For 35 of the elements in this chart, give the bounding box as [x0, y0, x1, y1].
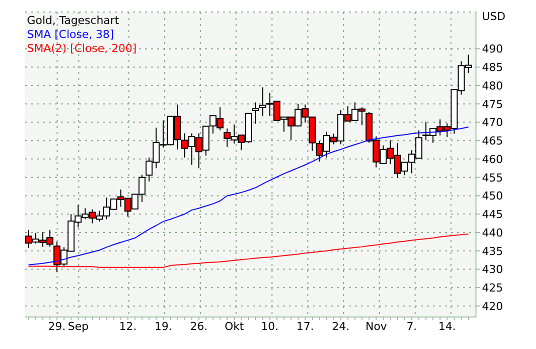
y-axis-title: USD	[482, 10, 506, 23]
x-tick-label: 12.	[119, 320, 137, 333]
x-tick-label: 19.	[154, 320, 172, 333]
y-tick-label: 455	[482, 171, 503, 184]
y-tick-label: 470	[482, 116, 503, 130]
x-tick-label: 24.	[332, 320, 350, 333]
x-tick-label: 29.	[48, 320, 66, 333]
x-tick-label: Nov	[365, 320, 388, 333]
y-tick-label: 420	[482, 300, 503, 313]
x-tick-label: 26.	[190, 320, 208, 333]
y-tick-label: 485	[482, 61, 503, 74]
x-tick-label: 10.	[261, 320, 279, 333]
y-tick-label: 475	[482, 98, 503, 111]
y-tick-label: 435	[482, 244, 503, 258]
text: SMA(2) [Close, 200]	[27, 42, 137, 56]
chart-title: Gold, Tageschart	[27, 14, 120, 28]
x-tick-label: 14.	[438, 320, 456, 333]
y-tick-label: 465	[482, 134, 503, 148]
y-tick-label: 490	[482, 42, 503, 56]
line-series	[28, 233, 469, 268]
x-tick-label: Okt	[224, 320, 245, 333]
y-tick-label: 425	[482, 282, 503, 295]
line-series	[28, 126, 469, 266]
y-tick-label: 440	[482, 226, 503, 240]
y-tick-label: 480	[482, 79, 503, 92]
candlestick	[252, 102, 260, 124]
x-tick-label: 17.	[296, 320, 314, 333]
y-tick-label: 430	[482, 263, 503, 276]
y-tick-label: 445	[482, 208, 503, 222]
candlestick	[259, 86, 266, 116]
text: SMA [Close, 38]	[27, 28, 116, 42]
y-tick-label: 450	[482, 190, 503, 203]
y-tick-label: 460	[482, 152, 503, 166]
x-tick-label: Sep	[68, 320, 89, 333]
x-tick-label: 7.	[406, 320, 417, 333]
